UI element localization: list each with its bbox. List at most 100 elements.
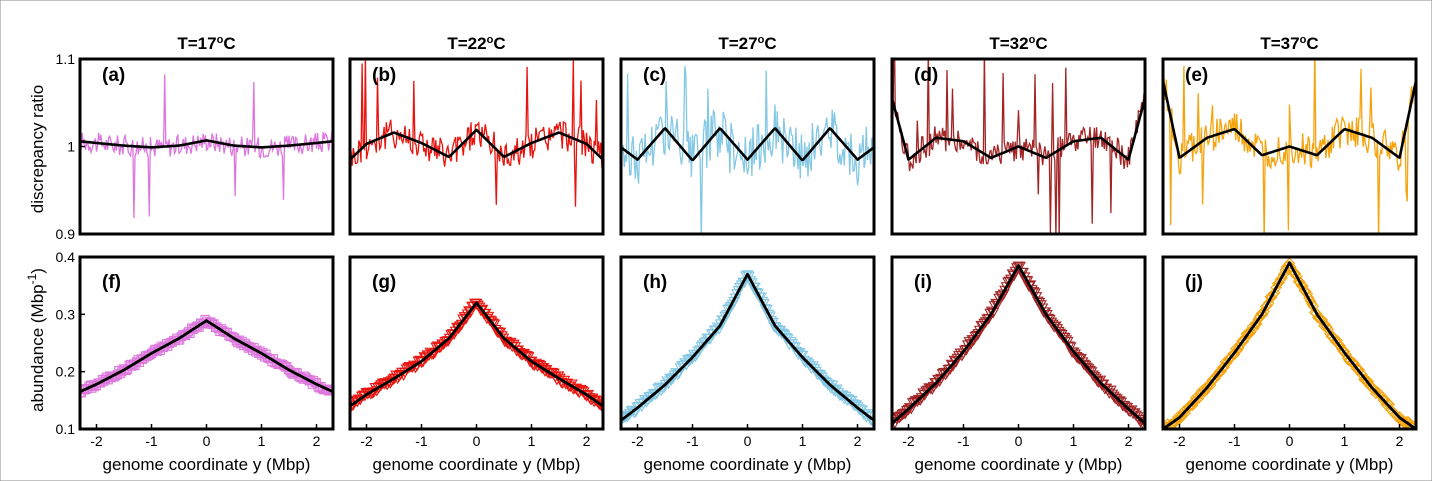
- panel-letter: (f): [102, 272, 121, 293]
- x-tick-label: -2: [360, 433, 373, 449]
- panel-letter: (b): [372, 65, 396, 86]
- data-point-marker: [1276, 272, 1288, 284]
- x-tick-label: 1: [528, 433, 536, 449]
- panel-frame: [890, 57, 1147, 236]
- data-point-marker: [985, 306, 998, 318]
- x-tick-label: -1: [957, 433, 970, 449]
- data-point-marker: [1213, 365, 1226, 378]
- fit-curve: [350, 301, 603, 408]
- y-tick-label: 1: [67, 139, 75, 155]
- data-point-marker: [757, 299, 770, 310]
- x-tick-label: 1: [1070, 433, 1078, 449]
- panel-letter: (a): [102, 65, 125, 86]
- x-tick-label: -2: [90, 433, 103, 449]
- x-tick-label: 2: [1396, 433, 1404, 449]
- data-point-marker: [1265, 291, 1278, 304]
- data-point-marker: [486, 318, 499, 330]
- data-point-marker: [1175, 410, 1187, 422]
- x-axis-label: genome coordinate y (Mbp): [103, 455, 311, 474]
- data-point-marker: [1303, 292, 1315, 304]
- x-tick-label: 2: [854, 433, 862, 449]
- x-tick-label: -1: [145, 433, 158, 449]
- data-point-marker: [1209, 372, 1221, 385]
- x-axis-label: genome coordinate y (Mbp): [1186, 455, 1394, 474]
- data-series-line: [892, 59, 1145, 234]
- data-point-marker: [741, 270, 754, 281]
- x-tick-label: 0: [1286, 433, 1294, 449]
- x-tick-label: -1: [686, 433, 699, 449]
- data-point-marker: [1306, 298, 1318, 310]
- fit-curve: [80, 319, 333, 394]
- top-row-y-axis-label: discrepancy ratio: [28, 85, 47, 214]
- x-tick-label: 0: [473, 433, 481, 449]
- data-point-marker: [1249, 317, 1262, 330]
- x-tick-label: -2: [1173, 433, 1186, 449]
- data-point-marker: [868, 417, 874, 429]
- y-tick-label: 0.3: [56, 306, 76, 322]
- data-point-marker: [1256, 308, 1269, 321]
- data-point-marker: [1313, 312, 1326, 325]
- fit-curve: [1163, 261, 1416, 429]
- x-tick-label: -2: [902, 433, 915, 449]
- y-tick-label: 0.4: [56, 249, 76, 265]
- data-point-marker: [1185, 399, 1198, 411]
- data-point-marker: [698, 338, 711, 350]
- x-tick-label: 2: [583, 433, 591, 449]
- top-panel-4: T=32oC (d): [890, 34, 1147, 236]
- panel-letter: (j): [1185, 272, 1203, 293]
- top-panel-5: T=37oC (e): [1161, 34, 1418, 236]
- y-tick-label: 1.1: [56, 51, 76, 67]
- top-panel-1: 0.9 1 1.1 T=17oC (a): [56, 34, 335, 242]
- fit-curve: [892, 264, 1145, 425]
- data-point-marker: [1237, 335, 1250, 348]
- x-axis-label: genome coordinate y (Mbp): [644, 455, 852, 474]
- x-tick-label: -2: [631, 433, 644, 449]
- panel-letter: (g): [372, 272, 396, 293]
- panel-frame: [619, 57, 876, 236]
- x-tick-label: -1: [1228, 433, 1241, 449]
- panel-letter: (e): [1185, 65, 1208, 86]
- panel-title: T=32oC: [989, 34, 1047, 53]
- fit-curve: [621, 127, 874, 162]
- panel-letter: (c): [643, 65, 666, 86]
- data-point-marker: [1294, 276, 1306, 288]
- data-series-line: [621, 66, 874, 234]
- y-tick-label: 0.9: [56, 226, 76, 242]
- bottom-row-y-axis-label: abundance (Mbp-1): [25, 268, 47, 412]
- data-point-marker: [981, 314, 994, 326]
- x-tick-label: 1: [799, 433, 807, 449]
- x-tick-label: 1: [1341, 433, 1349, 449]
- x-tick-label: 0: [203, 433, 211, 449]
- x-tick-label: 1: [258, 433, 266, 449]
- panel-letter: (h): [643, 272, 667, 293]
- data-point-marker: [1139, 418, 1145, 429]
- panel-letter: (i): [914, 272, 932, 293]
- x-tick-label: 0: [1015, 433, 1023, 449]
- panel-frame: [348, 57, 605, 236]
- x-tick-label: 0: [744, 433, 752, 449]
- panel-frame: [1161, 57, 1418, 236]
- data-point-marker: [1225, 351, 1238, 363]
- data-point-marker: [1228, 348, 1241, 361]
- top-panel-3: T=27oC (c): [619, 34, 876, 236]
- y-tick-label: 0.1: [56, 421, 76, 437]
- x-axis-label: genome coordinate y (Mbp): [915, 455, 1123, 474]
- data-point-marker: [749, 282, 761, 294]
- top-panel-2: T=22oC (b): [348, 34, 605, 236]
- data-series-line: [1163, 59, 1416, 234]
- fit-curve: [1163, 80, 1416, 159]
- panel-title: T=22oC: [447, 34, 505, 53]
- data-point-marker: [451, 322, 464, 334]
- data-point-marker: [483, 315, 496, 327]
- data-series-line: [80, 74, 333, 219]
- fit-curve: [80, 139, 333, 149]
- fit-curve: [892, 98, 1145, 161]
- data-point-marker: [1273, 277, 1285, 289]
- data-point-marker: [1289, 267, 1302, 280]
- panel-title: T=37oC: [1260, 34, 1318, 53]
